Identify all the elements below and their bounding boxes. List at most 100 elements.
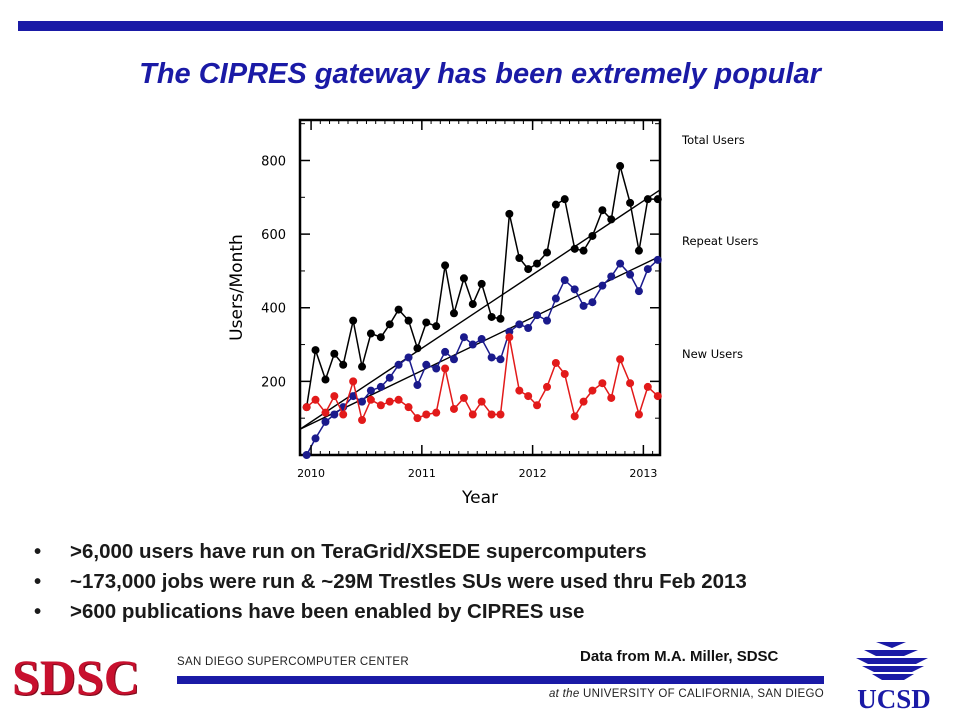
data-point bbox=[339, 360, 348, 369]
data-point bbox=[588, 231, 597, 240]
data-point bbox=[459, 274, 468, 283]
data-point bbox=[524, 392, 533, 401]
x-tick-label: 2012 bbox=[519, 467, 547, 480]
data-point bbox=[551, 358, 560, 367]
data-point bbox=[487, 312, 496, 321]
data-point bbox=[422, 410, 431, 419]
data-point bbox=[626, 198, 635, 207]
university-name: UNIVERSITY OF CALIFORNIA, SAN DIEGO bbox=[583, 688, 824, 700]
bullet-list: • >6,000 users have run on TeraGrid/XSEDE… bbox=[34, 537, 954, 627]
chart-svg: 200 400 600 800 2010 2011 2012 2013 Year Users/Mo… bbox=[227, 118, 758, 508]
data-point bbox=[543, 248, 552, 257]
data-point bbox=[524, 323, 533, 332]
data-point bbox=[441, 261, 450, 270]
data-point bbox=[349, 316, 358, 325]
data-point bbox=[376, 401, 385, 410]
data-point bbox=[496, 314, 505, 323]
data-point bbox=[302, 403, 311, 412]
data-point bbox=[302, 451, 311, 459]
data-point bbox=[505, 327, 514, 336]
data-point bbox=[349, 377, 358, 386]
data-point bbox=[394, 395, 403, 404]
series-label: New Users bbox=[682, 347, 743, 361]
bullet-dot: • bbox=[34, 570, 42, 593]
data-point bbox=[311, 395, 320, 404]
data-point bbox=[366, 329, 375, 338]
data-point bbox=[487, 353, 496, 362]
users-per-month-chart: 200 400 600 800 2010 2011 2012 2013 Year Users/Mo… bbox=[200, 110, 780, 520]
sdsc-center-name: SAN DIEGO SUPERCOMPUTER CENTER bbox=[177, 656, 409, 668]
data-point bbox=[422, 360, 431, 369]
data-point bbox=[441, 364, 450, 373]
data-point bbox=[515, 386, 524, 395]
data-point bbox=[533, 401, 542, 410]
data-point bbox=[634, 287, 643, 296]
y-tick-label: 200 bbox=[261, 375, 286, 390]
bullet-text: ~173,000 jobs were run & ~29M Trestles S… bbox=[70, 570, 747, 593]
data-point bbox=[588, 298, 597, 307]
data-point bbox=[321, 417, 330, 426]
data-point bbox=[616, 259, 625, 268]
series-label: Total Users bbox=[681, 133, 745, 147]
data-point bbox=[330, 349, 339, 358]
y-tick-label: 400 bbox=[261, 302, 286, 317]
data-point bbox=[477, 397, 486, 406]
y-axis-label: Users/Month bbox=[227, 234, 247, 341]
data-point bbox=[579, 397, 588, 406]
data-point bbox=[385, 397, 394, 406]
data-point bbox=[366, 395, 375, 404]
data-credit: Data from M.A. Miller, SDSC bbox=[580, 648, 779, 665]
data-point bbox=[404, 316, 413, 325]
data-point bbox=[449, 404, 458, 413]
data-point bbox=[477, 279, 486, 288]
data-point bbox=[358, 397, 367, 406]
data-point bbox=[432, 364, 441, 373]
data-point bbox=[515, 320, 524, 329]
bullet-text: >6,000 users have run on TeraGrid/XSEDE … bbox=[70, 540, 647, 563]
data-point bbox=[459, 393, 468, 402]
series-line-1 bbox=[305, 259, 659, 456]
data-point bbox=[543, 382, 552, 391]
data-point bbox=[524, 265, 533, 274]
bullet-dot: • bbox=[34, 600, 42, 623]
data-point bbox=[598, 281, 607, 290]
data-point bbox=[607, 215, 616, 224]
data-point bbox=[311, 346, 320, 355]
data-point bbox=[598, 206, 607, 215]
data-point bbox=[330, 410, 339, 419]
data-point bbox=[643, 382, 652, 391]
data-point bbox=[413, 414, 422, 423]
data-point bbox=[394, 360, 403, 369]
data-point bbox=[349, 392, 358, 401]
data-point bbox=[394, 305, 403, 314]
slide-title: The CIPRES gateway has been extremely po… bbox=[139, 58, 821, 90]
data-point bbox=[468, 410, 477, 419]
bottom-rule bbox=[177, 676, 824, 684]
data-point bbox=[366, 386, 375, 395]
series-label: Repeat Users bbox=[682, 234, 758, 248]
data-point bbox=[643, 265, 652, 274]
data-point bbox=[579, 246, 588, 255]
data-point bbox=[626, 270, 635, 279]
data-point bbox=[413, 344, 422, 353]
data-point bbox=[321, 375, 330, 384]
data-point bbox=[653, 195, 662, 204]
data-point bbox=[339, 410, 348, 419]
data-point bbox=[626, 379, 635, 388]
data-point bbox=[616, 355, 625, 364]
trend-line-0 bbox=[299, 189, 661, 430]
data-point bbox=[422, 318, 431, 327]
y-tick-label: 800 bbox=[261, 154, 286, 169]
data-point bbox=[551, 294, 560, 303]
data-point bbox=[459, 333, 468, 342]
data-point bbox=[385, 320, 394, 329]
data-point bbox=[404, 403, 413, 412]
data-point bbox=[311, 434, 320, 443]
data-point bbox=[487, 410, 496, 419]
data-point bbox=[653, 255, 662, 264]
data-point bbox=[616, 162, 625, 171]
data-point bbox=[505, 333, 514, 342]
data-point bbox=[376, 333, 385, 342]
ucsd-logo: UCSD bbox=[856, 642, 931, 712]
university-line: at the UNIVERSITY OF CALIFORNIA, SAN DIE… bbox=[530, 688, 824, 700]
